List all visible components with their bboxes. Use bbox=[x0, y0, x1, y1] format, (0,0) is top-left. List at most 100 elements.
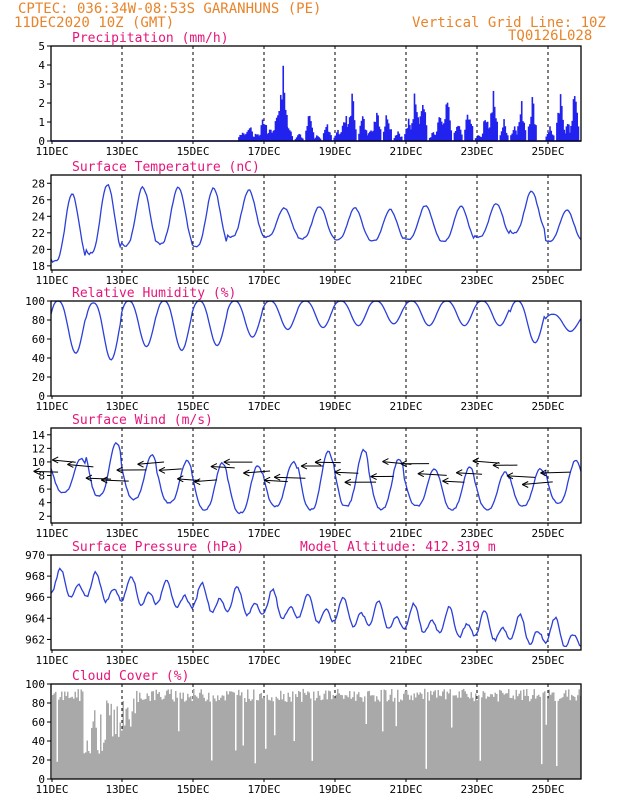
precip-bar bbox=[248, 128, 251, 141]
cloud-bar bbox=[349, 691, 351, 779]
precip-bar bbox=[241, 132, 244, 141]
cloud-bar bbox=[367, 691, 369, 779]
cloud-bar bbox=[149, 700, 151, 779]
precip-bar bbox=[295, 137, 298, 141]
precip-bar bbox=[450, 130, 453, 141]
cloud-bar bbox=[377, 699, 379, 779]
precip-bar bbox=[476, 137, 478, 141]
cloud-bar bbox=[298, 690, 300, 779]
x-tick-label: 23DEC bbox=[460, 654, 493, 667]
precip-bar bbox=[406, 128, 409, 141]
cloud-bar bbox=[368, 690, 370, 779]
cloud-bar bbox=[217, 695, 219, 779]
precip-bar bbox=[467, 119, 470, 141]
precip-bar bbox=[340, 132, 343, 141]
precip-bar bbox=[439, 117, 442, 141]
cloud-bar bbox=[193, 688, 195, 779]
wind-arrow bbox=[101, 479, 129, 482]
precip-bar bbox=[358, 133, 360, 141]
cloud-bar bbox=[464, 691, 466, 779]
cloud-bar bbox=[320, 700, 322, 779]
x-tick-label: 13DEC bbox=[105, 654, 138, 667]
cloud-bar bbox=[283, 694, 285, 779]
cloud-bar bbox=[172, 699, 174, 779]
x-tick-label: 25DEC bbox=[531, 274, 564, 287]
precip-bar bbox=[265, 125, 268, 141]
y-tick-label: 20 bbox=[32, 371, 45, 384]
cloud-bar bbox=[488, 696, 490, 779]
x-tick-label: 11DEC bbox=[35, 274, 68, 287]
precip-bar bbox=[478, 135, 481, 141]
cloud-bar bbox=[328, 690, 330, 779]
cloud-bar bbox=[334, 698, 336, 779]
precip-bar bbox=[419, 116, 422, 141]
cloud-bar bbox=[227, 694, 229, 779]
precip-bar bbox=[481, 137, 483, 141]
precip-bar bbox=[486, 121, 489, 141]
precip-bar bbox=[313, 138, 316, 141]
temperature-line bbox=[50, 183, 582, 264]
cloud-bar bbox=[76, 697, 78, 779]
cloud-bar bbox=[542, 692, 544, 779]
precip-bar bbox=[245, 133, 247, 141]
cloud-bar bbox=[428, 700, 430, 779]
cloud-bar bbox=[205, 701, 207, 779]
x-tick-label: 17DEC bbox=[247, 527, 280, 540]
cloud-bar bbox=[404, 691, 406, 779]
cloud-bar bbox=[559, 698, 561, 779]
cloud-bar bbox=[232, 691, 234, 779]
wind-arrow-head bbox=[506, 472, 514, 480]
precip-bar bbox=[572, 99, 575, 141]
precip-bar bbox=[527, 126, 530, 141]
cloud-bar bbox=[200, 689, 202, 779]
wind-arrow-head bbox=[177, 475, 184, 483]
cloud-bar bbox=[422, 698, 424, 779]
cloud-bar bbox=[356, 694, 358, 779]
precip-bar bbox=[288, 130, 291, 141]
cloud-bar bbox=[83, 753, 85, 779]
cloud-bar bbox=[470, 692, 472, 779]
cloud-bar bbox=[526, 689, 528, 779]
cloud-bar bbox=[533, 689, 535, 779]
precip-bar bbox=[318, 137, 321, 141]
precip-bar bbox=[253, 136, 256, 141]
cloud-bar bbox=[458, 691, 460, 779]
panel-1: Precipitation (mm/h) 0 1 2 3 4 5 11DEC 13DEC 15DE… bbox=[35, 31, 582, 158]
precip-bar bbox=[277, 115, 279, 141]
precip-bar bbox=[350, 115, 352, 141]
wind-arrow-head bbox=[417, 470, 425, 478]
cloud-bar bbox=[340, 694, 342, 779]
cloud-bar bbox=[64, 691, 66, 779]
precip-bar bbox=[273, 130, 276, 141]
y-tick-label: 2 bbox=[38, 97, 45, 110]
cloud-bar bbox=[202, 694, 204, 779]
precip-bar bbox=[285, 129, 287, 141]
precip-bar bbox=[257, 134, 259, 141]
cloud-bar bbox=[316, 698, 318, 779]
cloud-bar bbox=[142, 699, 144, 779]
cloud-bar bbox=[514, 699, 516, 779]
cloud-bar bbox=[178, 731, 180, 779]
cloud-bar bbox=[406, 690, 408, 779]
cloud-bar bbox=[133, 698, 135, 779]
precip-bar bbox=[492, 90, 495, 141]
panel-6: Cloud Cover (%) 0 20 40 60 80 100 11DEC 13DEC 15D… bbox=[25, 669, 582, 796]
precip-bar bbox=[413, 93, 416, 141]
cloud-bar bbox=[313, 691, 315, 779]
cloud-bar bbox=[241, 692, 243, 779]
y-tick-label: 4 bbox=[38, 497, 45, 510]
precip-bar bbox=[338, 134, 341, 141]
cloud-bar bbox=[82, 691, 84, 779]
cloud-bar bbox=[337, 689, 339, 779]
x-tick-label: 15DEC bbox=[176, 527, 209, 540]
cloud-bar bbox=[293, 741, 295, 779]
precip-bar bbox=[294, 139, 297, 141]
precip-bar bbox=[378, 126, 381, 141]
cloud-bar bbox=[119, 722, 121, 779]
precip-bar bbox=[373, 121, 376, 141]
wind-arrow bbox=[67, 463, 94, 468]
wind-arrow-head bbox=[400, 460, 408, 468]
precip-bar bbox=[405, 128, 407, 141]
cloud-bar bbox=[89, 753, 91, 779]
cloud-bar bbox=[332, 694, 334, 779]
